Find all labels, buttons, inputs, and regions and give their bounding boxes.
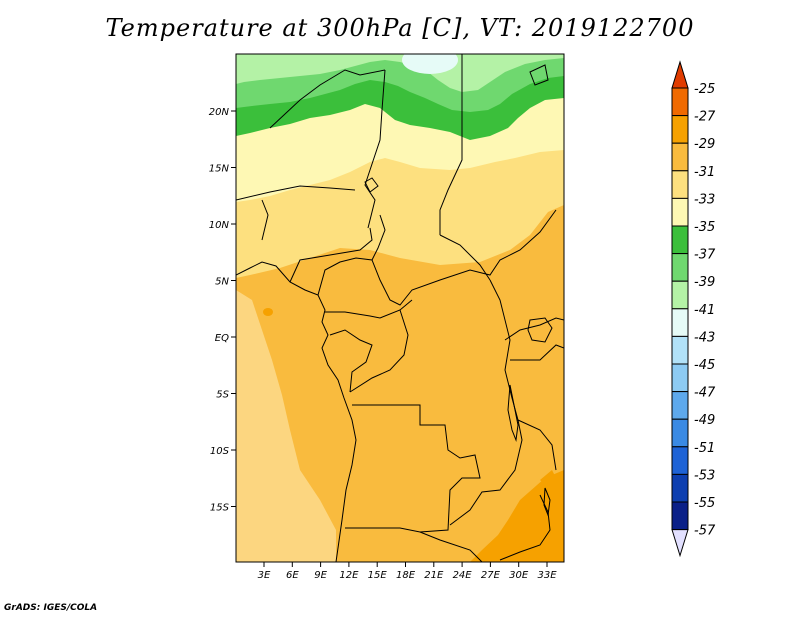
border-north-2 bbox=[364, 69, 386, 229]
lon-tick-label: 18E bbox=[396, 570, 416, 581]
border-sahel bbox=[236, 185, 356, 201]
band-minus-39 bbox=[236, 54, 564, 92]
colorbar-label: -39 bbox=[694, 275, 715, 290]
border-congo bbox=[329, 329, 373, 393]
colorbar-label: -41 bbox=[694, 303, 715, 318]
border-west-1 bbox=[261, 199, 269, 241]
border-uganda bbox=[504, 317, 564, 341]
lon-tick-label: 24E bbox=[453, 570, 473, 581]
border-drc-west bbox=[349, 309, 409, 393]
band-minus-27-spot bbox=[540, 470, 556, 488]
colorbar-segment bbox=[671, 197, 689, 227]
colorbar-label: -49 bbox=[694, 413, 715, 428]
colorbar-segment bbox=[671, 170, 689, 199]
lat-tick-label: 5S bbox=[216, 390, 229, 401]
lat-tick-label: 20N bbox=[209, 107, 230, 118]
colorbar-label: -47 bbox=[694, 386, 716, 401]
lon-tick-label: 27E bbox=[481, 570, 501, 581]
colorbar-label: -57 bbox=[694, 524, 716, 539]
border-sudan-ss bbox=[439, 234, 491, 281]
colorbar-segment bbox=[671, 363, 689, 393]
lake-chad bbox=[364, 177, 379, 193]
lat-tick-label: 10S bbox=[210, 446, 230, 457]
band-minus-27-gulf bbox=[263, 308, 273, 316]
lake-tanganyika bbox=[507, 384, 519, 442]
border-tanzania-zambia bbox=[517, 419, 557, 471]
border-chad-car bbox=[371, 214, 386, 261]
lat-tick-label: EQ bbox=[215, 333, 229, 344]
colorbar-top-arrow bbox=[671, 60, 689, 89]
lon-tick-label: 3E bbox=[258, 570, 271, 581]
colorbar-label: -51 bbox=[694, 441, 715, 456]
colorbar-segment bbox=[671, 87, 689, 117]
latitude-axis: 20N 15N 10N 5N EQ 5S 10S 15S bbox=[209, 107, 236, 514]
colorbar-segment bbox=[671, 142, 689, 172]
border-angola bbox=[345, 404, 481, 533]
map-frame bbox=[235, 53, 565, 563]
colorbar-segment bbox=[671, 473, 689, 503]
colorbar-label: -43 bbox=[694, 330, 715, 345]
colorbar-segment bbox=[671, 280, 689, 310]
colorbar-label: -33 bbox=[694, 192, 715, 207]
longitude-axis: 3E 6E 9E 12E 15E 18E 21E 24E 27E 30E 33E bbox=[258, 562, 557, 581]
lon-tick-label: 9E bbox=[314, 570, 327, 581]
border-drc-east bbox=[449, 279, 523, 526]
lake-victoria bbox=[527, 317, 553, 343]
lon-tick-label: 15E bbox=[368, 570, 388, 581]
lake-malawi bbox=[543, 487, 551, 517]
colorbar-label: -31 bbox=[694, 165, 715, 180]
lakes bbox=[364, 64, 553, 517]
border-nigeria bbox=[289, 227, 373, 283]
lon-tick-label: 30E bbox=[509, 570, 529, 581]
map-title: Temperature at 300hPa [C], VT: 201912270… bbox=[105, 14, 695, 42]
colorbar-segment bbox=[671, 418, 689, 448]
country-borders bbox=[236, 54, 564, 562]
lat-tick-label: 15N bbox=[209, 164, 230, 175]
border-north-1 bbox=[269, 69, 386, 129]
band-minus-27-southeast bbox=[470, 470, 564, 562]
lon-tick-label: 12E bbox=[339, 570, 359, 581]
lon-tick-label: 21E bbox=[424, 570, 444, 581]
lon-tick-label: 6E bbox=[286, 570, 299, 581]
colorbar-label: -29 bbox=[694, 137, 715, 152]
lat-tick-label: 10N bbox=[209, 220, 230, 231]
colorbar-segment bbox=[671, 501, 689, 531]
credit-label: GrADS: IGES/COLA bbox=[4, 603, 98, 613]
colorbar-label: -55 bbox=[694, 496, 715, 511]
colorbar-label: -25 bbox=[694, 82, 715, 97]
colorbar-label: -35 bbox=[694, 220, 715, 235]
coastline-west bbox=[236, 261, 357, 562]
temperature-field bbox=[236, 54, 564, 562]
colorbar-segment bbox=[671, 446, 689, 475]
colorbar-segment bbox=[671, 115, 689, 144]
colorbar-segment bbox=[671, 335, 689, 365]
border-namibia-botswana bbox=[419, 531, 483, 562]
lat-tick-label: 5N bbox=[215, 277, 229, 288]
colorbar: -25 -27 -29 -31 -33 -35 -37 -39 -41 -43 -45 -47 -49 -… bbox=[671, 60, 716, 558]
border-gabon-congo-top bbox=[325, 299, 413, 319]
lon-tick-label: 33E bbox=[537, 570, 557, 581]
colorbar-label: -37 bbox=[694, 248, 716, 263]
red-sea-coast bbox=[529, 64, 549, 86]
colorbar-segment bbox=[671, 225, 689, 255]
colorbar-bottom-arrow bbox=[671, 529, 689, 558]
colorbar-label: -27 bbox=[694, 110, 716, 125]
colorbar-segment bbox=[671, 391, 689, 420]
colorbar-segment bbox=[671, 253, 689, 282]
border-kenya-tanzania bbox=[510, 344, 564, 361]
border-malawi bbox=[499, 494, 551, 561]
border-north-3 bbox=[439, 54, 463, 235]
colorbar-segment bbox=[671, 308, 689, 337]
band-minus-41 bbox=[402, 54, 458, 74]
colorbar-label: -45 bbox=[694, 358, 715, 373]
band-minus-31-west bbox=[236, 290, 336, 562]
colorbar-label: -53 bbox=[694, 468, 715, 483]
border-car-sudan bbox=[317, 209, 557, 306]
lat-tick-label: 15S bbox=[210, 503, 230, 514]
